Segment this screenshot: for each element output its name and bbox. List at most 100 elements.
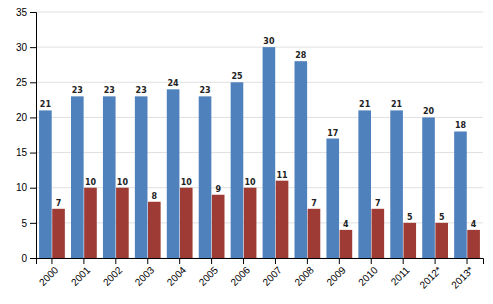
x-tick-label: 2000 (37, 264, 61, 288)
data-label: 7 (311, 199, 317, 208)
x-tick: 2011 (389, 258, 412, 287)
y-axis: 0 5 10 15 20 25 30 35 (16, 7, 37, 264)
x-tick-label: 2006 (229, 264, 253, 288)
y-tick: 30 (16, 42, 36, 53)
bar (52, 209, 65, 258)
bar (244, 188, 257, 258)
x-tick-mark (211, 258, 212, 264)
y-tick: 20 (16, 112, 36, 123)
bar (422, 117, 435, 258)
y-tick-mark (30, 82, 36, 83)
y-tick-mark (30, 47, 36, 48)
x-tick-mark (147, 258, 148, 264)
x-tick: 2003 (133, 258, 157, 288)
y-tick-mark (30, 117, 36, 118)
x-tick-mark (115, 258, 116, 264)
x-tick-mark (243, 258, 244, 264)
data-label: 23 (136, 86, 147, 95)
y-tick: 15 (16, 147, 36, 158)
grid-line (36, 47, 483, 48)
x-tick: 2001 (69, 258, 93, 288)
y-tick-mark (30, 223, 36, 224)
data-label: 23 (104, 86, 115, 95)
x-tick-label: 2008 (292, 264, 316, 288)
bar (39, 110, 52, 258)
y-tick-mark (30, 153, 36, 154)
x-tick-mark (403, 258, 404, 264)
data-labels: 2123232324232530281721212018710108109101… (40, 37, 477, 229)
x-tick-mark (435, 258, 436, 264)
bar (435, 223, 448, 258)
data-label: 18 (455, 121, 467, 130)
data-label: 5 (439, 213, 445, 222)
x-tick-label: 2011 (389, 264, 412, 287)
bars (39, 47, 480, 258)
bar (326, 139, 339, 258)
bar (467, 230, 480, 258)
x-tick-mark (467, 258, 468, 264)
data-label: 30 (263, 37, 275, 46)
data-label: 10 (85, 178, 97, 187)
data-label: 17 (327, 129, 338, 138)
data-label: 4 (343, 220, 349, 229)
x-tick-label: 2004 (165, 264, 189, 288)
data-label: 24 (168, 79, 180, 88)
grid-line (36, 12, 483, 13)
x-tick-label: 2007 (260, 264, 284, 288)
bar (308, 209, 321, 258)
data-label: 20 (423, 107, 435, 116)
x-tick-mark (371, 258, 372, 264)
y-tick: 10 (16, 182, 36, 193)
bar (340, 230, 353, 258)
data-label: 23 (199, 86, 210, 95)
bar (403, 223, 416, 258)
bar (116, 188, 129, 258)
bar (199, 96, 212, 258)
x-tick-label: 2005 (197, 264, 221, 288)
x-axis-line (37, 259, 484, 265)
x-tick-mark (179, 258, 180, 264)
y-tick-mark (30, 12, 36, 13)
x-tick: 2005 (197, 258, 221, 288)
bar (167, 89, 180, 258)
data-label: 4 (471, 220, 477, 229)
y-tick: 25 (16, 77, 36, 88)
data-label: 10 (181, 178, 193, 187)
bar (71, 96, 84, 258)
grid-line (36, 82, 483, 83)
bar (180, 188, 193, 258)
bar (276, 181, 289, 258)
y-tick-mark (30, 188, 36, 189)
x-tick-label: 2012* (417, 264, 443, 290)
bar (135, 96, 148, 258)
bar (212, 195, 225, 258)
data-label: 9 (215, 185, 221, 194)
x-tick-mark (51, 258, 52, 264)
data-label: 21 (359, 100, 371, 109)
x-tick-label: 2013* (449, 264, 475, 290)
bar (263, 47, 276, 258)
bar (231, 82, 244, 258)
x-tick: 2013* (449, 258, 475, 291)
data-label: 10 (245, 178, 257, 187)
data-label: 5 (407, 213, 413, 222)
plot: 0510152025303520002001200220032004200520… (16, 7, 484, 291)
y-axis-line (30, 13, 37, 259)
x-tick-mark (83, 258, 84, 264)
y-tick-label: 25 (16, 77, 28, 88)
bar (454, 131, 467, 258)
bar (390, 110, 403, 258)
y-tick: 0 (21, 253, 36, 264)
data-label: 28 (295, 51, 307, 60)
x-tick: 2009 (324, 258, 348, 288)
x-tick-mark (339, 258, 340, 264)
data-label: 25 (231, 72, 243, 81)
bar (372, 209, 385, 258)
x-tick: 2000 (37, 258, 61, 288)
x-tick: 2012* (417, 258, 443, 291)
y-tick-mark (30, 258, 36, 259)
y-tick-label: 10 (16, 182, 28, 193)
y-tick: 35 (16, 7, 36, 18)
x-tick-mark (275, 258, 276, 264)
y-tick-label: 5 (21, 218, 27, 229)
